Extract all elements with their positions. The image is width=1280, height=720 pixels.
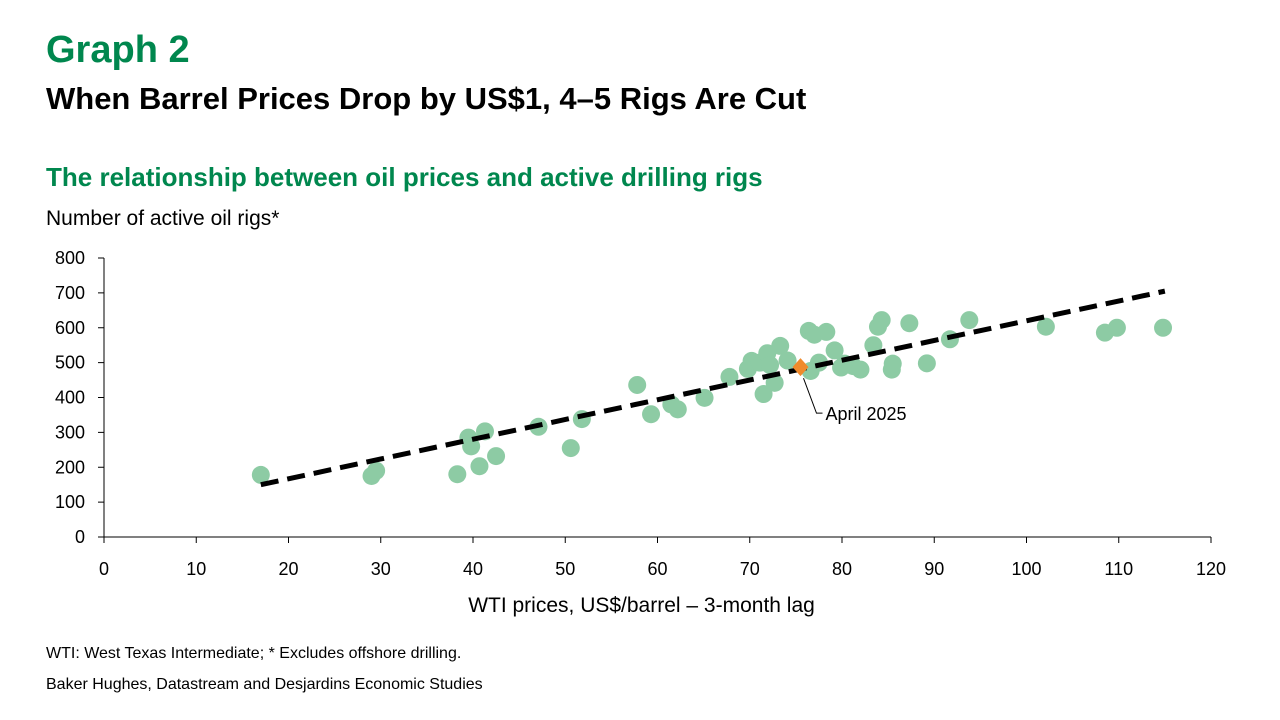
data-point — [668, 400, 687, 419]
data-point — [864, 336, 883, 355]
y-tick-label: 200 — [55, 457, 85, 477]
annotation-leader — [803, 377, 823, 414]
data-point — [900, 314, 919, 333]
trendline-group — [260, 288, 1166, 488]
data-point — [628, 375, 647, 394]
data-point — [251, 465, 270, 484]
data-point — [825, 341, 844, 360]
footnote: WTI: West Texas Intermediate; * Excludes… — [46, 645, 462, 662]
data-point — [470, 457, 489, 476]
y-axis-title: Number of active oil rigs* — [46, 207, 280, 230]
data-point — [1036, 317, 1055, 336]
y-tick-label: 100 — [55, 492, 85, 512]
y-tick-label: 300 — [55, 422, 85, 442]
highlight-point — [792, 358, 809, 377]
data-point — [761, 356, 780, 375]
data-point — [1154, 318, 1173, 337]
x-tick-label: 70 — [740, 559, 760, 579]
y-tick-label: 600 — [55, 318, 85, 338]
axes: 0 100 200 300 400 500 600 700 800 0 10 20 30 40 50 60 70… — [55, 248, 1226, 617]
annotation-label: April 2025 — [825, 404, 906, 424]
data-point — [765, 373, 784, 392]
x-tick-label: 120 — [1196, 559, 1226, 579]
x-tick-label: 10 — [186, 559, 206, 579]
data-point — [960, 311, 979, 330]
data-point — [561, 439, 580, 458]
data-point — [448, 465, 467, 484]
x-tick-label: 110 — [1104, 559, 1133, 579]
data-point — [872, 311, 891, 330]
data-point — [883, 354, 902, 373]
main-title: When Barrel Prices Drop by US$1, 4–5 Rig… — [46, 81, 807, 116]
data-point — [367, 461, 386, 480]
annotation-group: April 2025 — [792, 358, 907, 424]
x-tick-label: 40 — [463, 559, 483, 579]
data-point — [642, 405, 661, 424]
trendline — [260, 288, 1166, 488]
x-tick-label: 100 — [1011, 559, 1041, 579]
data-point — [851, 360, 870, 379]
data-point — [778, 351, 797, 370]
data-point — [771, 336, 790, 355]
x-tick-label: 0 — [99, 559, 109, 579]
graph-label: Graph 2 — [46, 29, 190, 71]
data-point — [817, 322, 836, 341]
data-point — [1107, 318, 1126, 337]
data-point — [720, 367, 739, 386]
y-tick-label: 800 — [55, 248, 85, 268]
data-point — [695, 388, 714, 407]
data-point — [917, 354, 936, 373]
x-axis-title: WTI prices, US$/barrel – 3-month lag — [468, 594, 815, 617]
data-point — [487, 447, 506, 466]
x-tick-label: 30 — [371, 559, 391, 579]
x-tick-label: 80 — [832, 559, 852, 579]
data-point — [462, 437, 481, 456]
x-tick-label: 60 — [647, 559, 667, 579]
x-tick-label: 20 — [278, 559, 298, 579]
chart-title: The relationship between oil prices and … — [46, 162, 763, 192]
y-tick-label: 700 — [55, 283, 85, 303]
data-point — [754, 385, 773, 404]
source-note: Baker Hughes, Datastream and Desjardins … — [46, 676, 483, 693]
x-tick-label: 90 — [924, 559, 944, 579]
scatter-chart: 0 100 200 300 400 500 600 700 800 0 10 20 30 40 50 60 70… — [55, 248, 1226, 617]
x-tick-label: 50 — [555, 559, 575, 579]
data-point — [809, 353, 828, 372]
y-tick-label: 500 — [55, 353, 85, 373]
y-tick-label: 400 — [55, 388, 85, 408]
y-tick-label: 0 — [75, 527, 85, 547]
data-points — [251, 311, 1173, 485]
